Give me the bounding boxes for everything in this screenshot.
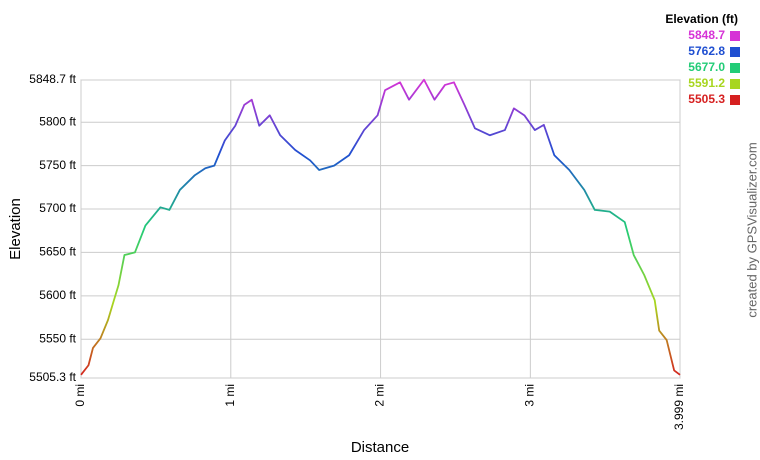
legend-swatch: [730, 31, 740, 41]
x-tick-label: 3.999 mi: [672, 384, 686, 430]
legend-swatch: [730, 63, 740, 73]
elevation-line: [80, 78, 681, 376]
y-axis-title: Elevation: [7, 198, 24, 260]
credit: created by GPSVisualizer.com: [744, 142, 759, 317]
legend-label: 5848.7: [688, 28, 725, 42]
legend-swatch: [730, 95, 740, 105]
y-tick-label: 5848.7 ft: [29, 72, 76, 86]
y-tick-label: 5700 ft: [39, 201, 76, 215]
x-axis-title: Distance: [351, 439, 409, 456]
y-tick-label: 5750 ft: [39, 158, 76, 172]
legend-swatch: [730, 79, 740, 89]
y-tick-label: 5600 ft: [39, 288, 76, 302]
y-tick-label: 5800 ft: [39, 114, 76, 128]
x-tick-label: 0 mi: [73, 384, 87, 407]
legend-title: Elevation (ft): [665, 12, 738, 26]
y-tick-label: 5550 ft: [39, 331, 76, 345]
legend-label: 5762.8: [688, 44, 725, 58]
legend-swatch: [730, 47, 740, 57]
legend-label: 5505.3: [688, 92, 725, 106]
y-tick-label: 5650 ft: [39, 245, 76, 259]
x-tick-label: 3 mi: [523, 384, 537, 407]
x-tick-label: 2 mi: [373, 384, 387, 407]
x-tick-label: 1 mi: [223, 384, 237, 407]
legend-label: 5591.2: [688, 76, 725, 90]
y-tick-label: 5505.3 ft: [29, 370, 76, 384]
legend-label: 5677.0: [688, 60, 725, 74]
